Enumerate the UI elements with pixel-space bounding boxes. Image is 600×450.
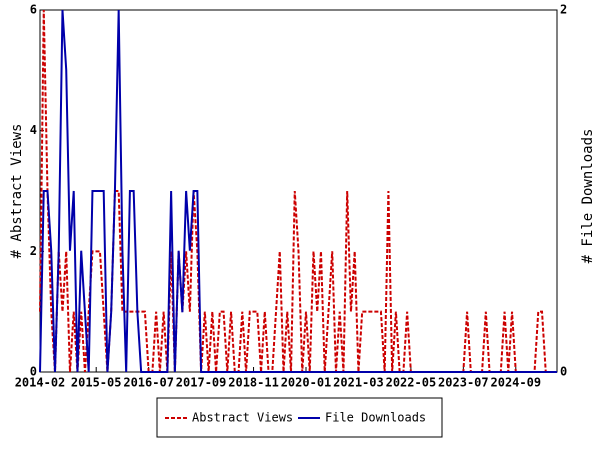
y2-tick-label: 2 — [560, 3, 567, 17]
x-tick-label: 2018-11 — [228, 376, 279, 390]
y-tick-label: 0 — [30, 365, 37, 379]
y-tick-label: 2 — [30, 244, 37, 258]
x-tick-label: 2014-02 — [15, 376, 66, 390]
legend-label: File Downloads — [325, 411, 426, 425]
x-tick-label: 2017-09 — [176, 376, 227, 390]
y-axis-label: # Abstract Views — [9, 124, 25, 259]
series-line — [39, 9, 557, 373]
x-tick-label: 2024-09 — [491, 376, 542, 390]
y-tick-label: 6 — [30, 3, 37, 17]
legend-box — [156, 397, 443, 438]
y2-axis-label: # File Downloads — [580, 129, 596, 264]
x-tick-label: 2020-01 — [281, 376, 332, 390]
x-tick-label: 2016-07 — [123, 376, 174, 390]
x-tick-label: 2023-07 — [438, 376, 489, 390]
y2-tick-label: 0 — [560, 365, 567, 379]
x-tick-label: 2015-05 — [71, 376, 122, 390]
x-tick-label: 2021-03 — [333, 376, 384, 390]
x-tick-label: 2022-05 — [386, 376, 437, 390]
y-tick-label: 4 — [30, 123, 37, 137]
legend-label: Abstract Views — [192, 411, 293, 425]
